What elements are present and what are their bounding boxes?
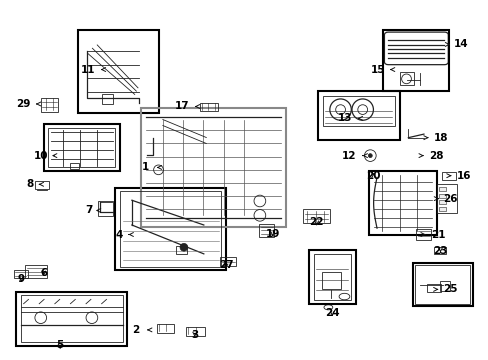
Bar <box>438 194 445 198</box>
Text: 24: 24 <box>325 308 339 318</box>
Bar <box>439 281 449 291</box>
Bar <box>115 188 225 270</box>
Bar <box>436 184 456 213</box>
Text: 20: 20 <box>366 171 380 181</box>
Text: 9: 9 <box>18 274 25 284</box>
Text: 3: 3 <box>191 330 198 339</box>
Bar <box>25 265 46 278</box>
Bar <box>120 192 221 267</box>
Text: 11: 11 <box>81 64 96 75</box>
Text: 6: 6 <box>40 267 47 278</box>
Bar <box>14 270 27 278</box>
Bar <box>199 103 218 111</box>
Bar <box>157 324 173 333</box>
Bar <box>220 257 235 266</box>
Ellipse shape <box>180 243 187 251</box>
Bar <box>78 30 159 113</box>
Bar <box>412 263 472 306</box>
Bar <box>433 247 445 254</box>
Text: 1: 1 <box>142 162 149 172</box>
Text: 15: 15 <box>370 64 384 75</box>
Bar <box>308 250 355 304</box>
Text: 8: 8 <box>26 179 34 189</box>
Bar <box>16 292 127 346</box>
Text: 17: 17 <box>175 102 189 112</box>
Bar <box>427 284 440 292</box>
Text: 28: 28 <box>428 150 443 161</box>
Text: 13: 13 <box>338 113 352 123</box>
Bar <box>438 200 445 204</box>
Bar <box>43 125 120 171</box>
Bar <box>438 207 445 211</box>
Text: 25: 25 <box>443 284 457 294</box>
Text: 2: 2 <box>132 325 140 335</box>
Bar <box>102 94 113 104</box>
Text: 22: 22 <box>309 217 323 227</box>
Bar <box>21 296 122 342</box>
Bar <box>98 201 113 216</box>
Bar <box>48 128 115 167</box>
Text: 12: 12 <box>342 150 356 161</box>
Bar <box>259 224 273 237</box>
Bar <box>399 72 413 85</box>
Bar <box>414 265 469 305</box>
Text: 19: 19 <box>265 229 280 239</box>
Bar <box>322 96 394 126</box>
Bar <box>317 91 399 140</box>
Bar <box>415 229 430 239</box>
Text: 5: 5 <box>57 340 63 350</box>
Bar <box>176 246 186 254</box>
Bar <box>303 209 329 223</box>
Text: 27: 27 <box>218 260 233 270</box>
Bar <box>313 253 350 300</box>
Bar <box>438 187 445 192</box>
Text: 14: 14 <box>453 40 468 49</box>
Text: 4: 4 <box>115 230 122 239</box>
Bar <box>70 163 79 169</box>
Bar <box>442 172 455 180</box>
Text: 10: 10 <box>34 150 48 161</box>
Bar <box>368 171 436 234</box>
Bar <box>321 272 340 289</box>
Text: 23: 23 <box>432 246 447 256</box>
Text: 26: 26 <box>443 194 457 204</box>
Bar <box>41 98 58 112</box>
Text: 16: 16 <box>456 171 470 181</box>
Bar <box>35 181 49 189</box>
Bar <box>185 327 204 336</box>
Ellipse shape <box>367 154 371 158</box>
Bar <box>141 108 285 227</box>
Text: 18: 18 <box>433 133 447 143</box>
Text: 7: 7 <box>85 206 92 216</box>
Text: 21: 21 <box>430 230 445 239</box>
Bar <box>383 30 448 91</box>
Text: 29: 29 <box>17 99 31 109</box>
